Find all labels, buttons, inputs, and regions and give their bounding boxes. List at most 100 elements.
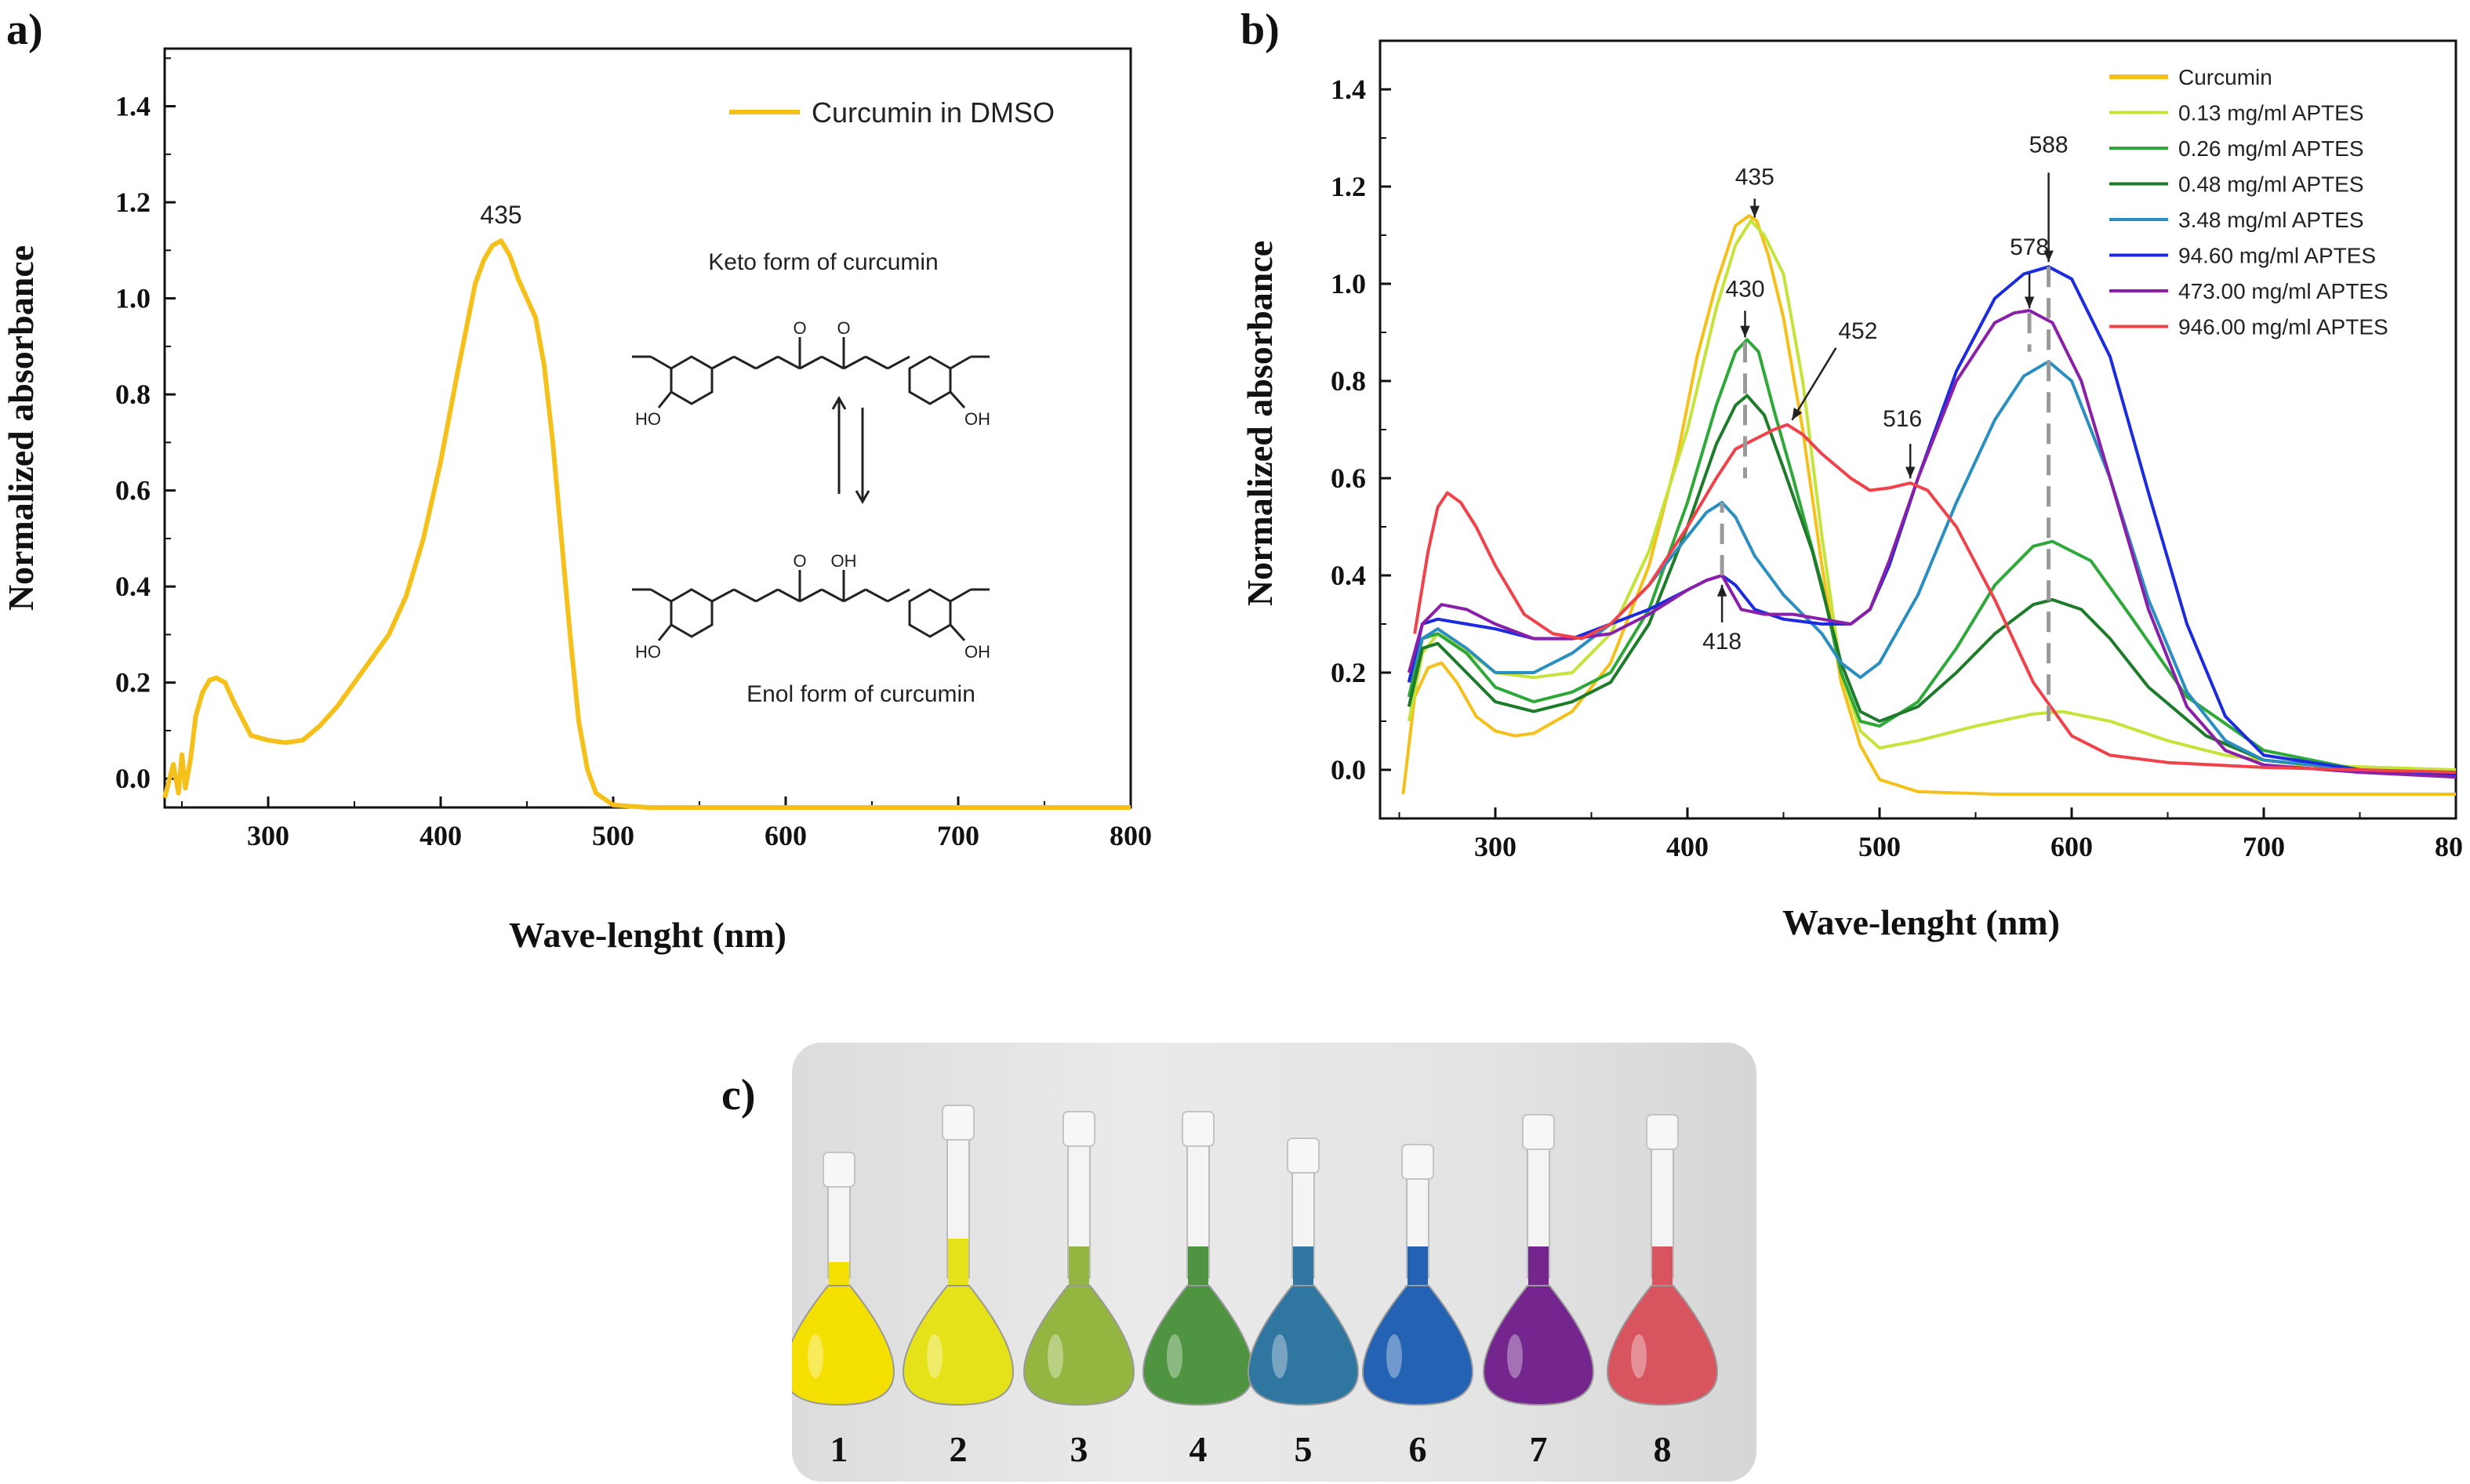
enol-oxo-label: O (793, 551, 806, 571)
flask-6 (1361, 1144, 1474, 1406)
flask-neck-liquid (1188, 1246, 1208, 1286)
y-tick-label: 1.2 (115, 187, 151, 218)
flask-bulb (1247, 1285, 1360, 1406)
chart-b-plot-frame (1378, 39, 2457, 820)
flask-stopper (1062, 1111, 1095, 1147)
keto-structure (632, 337, 990, 409)
y-tick-label: 1.4 (1331, 74, 1366, 105)
flask-photo: 1 2 3 4 5 6 7 8 (792, 1043, 1756, 1482)
flask-bulb (1361, 1285, 1474, 1406)
legend-label-6: 94.60 mg/ml APTES (2178, 244, 2376, 268)
flask-number-7: 7 (1529, 1429, 1548, 1469)
flask-stopper (1522, 1114, 1555, 1150)
annotation-arrow-head (1716, 585, 1727, 597)
x-tick-label: 800 (2435, 831, 2462, 862)
enol-oh-label-right: OH (964, 642, 990, 662)
flask-7 (1482, 1114, 1595, 1406)
chart-b-y-axis-title: Normalized absorbance (1240, 241, 1280, 606)
flask-4 (1142, 1111, 1255, 1406)
flask-neck-liquid (1408, 1246, 1428, 1286)
flask-number-1: 1 (830, 1429, 848, 1469)
x-tick-label: 300 (247, 820, 289, 851)
legend-label-1: Curcumin (2178, 65, 2272, 89)
flask-bulb (1606, 1285, 1719, 1406)
flask-neck-liquid (1293, 1246, 1313, 1286)
y-tick-label: 0.2 (1331, 657, 1366, 688)
flask-stopper (1287, 1137, 1320, 1174)
chart-b-x-axis-title: Wave-lenght (nm) (1782, 902, 2060, 942)
peak-annotation: 578 (2010, 234, 2049, 260)
flask-2 (902, 1105, 1015, 1406)
y-tick-label: 0.6 (1331, 463, 1366, 494)
y-tick-label: 1.0 (115, 283, 151, 314)
annotation-arrow-head (1792, 407, 1803, 420)
series-line-7 (1407, 309, 2457, 779)
peak-annotation: 588 (2029, 132, 2069, 158)
annotation-arrow-shaft (1791, 347, 1837, 421)
flask-neck-liquid (948, 1239, 968, 1286)
curcumin-structure-inset (632, 337, 990, 642)
flask-number-8: 8 (1653, 1429, 1672, 1469)
annotation-arrow-head (2024, 296, 2035, 309)
annotation-arrow-head (1740, 325, 1750, 338)
legend-label-7: 473.00 mg/ml APTES (2178, 279, 2388, 303)
keto-oxo-label-left: O (793, 318, 806, 338)
series-line-6 (1407, 265, 2457, 777)
annotation-arrow-head (2043, 250, 2054, 263)
legend-label-2: 0.13 mg/ml APTES (2178, 101, 2364, 125)
y-tick-label: 0.4 (1331, 560, 1366, 591)
panel-label-a: a) (6, 5, 43, 54)
enol-structure (632, 570, 990, 642)
panel-label-b: b) (1240, 5, 1280, 54)
keto-form-label: Keto form of curcumin (708, 249, 938, 275)
chart-b: 300 400 500 600 700 800 0.0 0.2 0.4 0.6 0.8 1.0 1.2… (1240, 39, 2462, 942)
x-tick-label: 500 (1858, 831, 1901, 862)
flask-stopper (1182, 1111, 1215, 1147)
flask-number-6: 6 (1408, 1429, 1427, 1469)
annotation-arrow-head (1749, 205, 1760, 218)
flask-8 (1606, 1114, 1719, 1406)
flask-neck-liquid (1069, 1246, 1089, 1286)
flask-number-4: 4 (1189, 1429, 1208, 1469)
chart-a-x-axis-title: Wave-lenght (nm) (509, 915, 786, 955)
y-tick-label: 1.4 (115, 91, 151, 122)
y-tick-label: 1.0 (1331, 268, 1366, 299)
y-tick-label: 0.0 (115, 763, 151, 794)
enol-oh-label: OH (831, 551, 857, 571)
y-tick-label: 0.6 (115, 475, 151, 506)
flask-number-3: 3 (1070, 1429, 1088, 1469)
keto-oxo-label-right: O (837, 318, 850, 338)
peak-annotation: 435 (480, 201, 521, 229)
keto-oh-label: OH (964, 409, 990, 429)
flask-stopper (1646, 1114, 1679, 1150)
legend-label-5: 3.48 mg/ml APTES (2178, 208, 2364, 232)
x-tick-label: 400 (1666, 831, 1709, 862)
keto-ho-label: HO (635, 409, 661, 429)
flask-bulb (902, 1285, 1015, 1406)
y-tick-label: 1.2 (1331, 171, 1366, 202)
x-tick-label: 700 (2243, 831, 2285, 862)
flask-bulb (1023, 1285, 1135, 1406)
y-tick-label: 0.8 (1331, 365, 1366, 397)
flask-3 (1023, 1111, 1135, 1406)
flask-1 (792, 1152, 895, 1406)
flask-bulb (1142, 1285, 1255, 1406)
y-tick-label: 0.4 (115, 571, 151, 602)
chart-a-y-axis-title: Normalized absorbance (1, 245, 41, 611)
series-line-1 (1401, 214, 2456, 796)
x-tick-label: 300 (1474, 831, 1517, 862)
legend-label-8: 946.00 mg/ml APTES (2178, 315, 2388, 339)
x-tick-label: 400 (420, 820, 462, 851)
y-tick-label: 0.8 (115, 379, 151, 410)
flask-5 (1247, 1137, 1360, 1406)
peak-annotation: 452 (1838, 318, 1877, 344)
flask-number-5: 5 (1294, 1429, 1313, 1469)
x-tick-label: 700 (937, 820, 979, 851)
y-tick-label: 0.0 (1331, 754, 1366, 786)
flask-stopper (1401, 1144, 1434, 1180)
flask-bulb (792, 1285, 895, 1406)
flask-bulb (1482, 1285, 1595, 1406)
legend-label-4: 0.48 mg/ml APTES (2178, 172, 2364, 197)
legend-label-3: 0.26 mg/ml APTES (2178, 136, 2364, 161)
x-tick-label: 800 (1110, 820, 1152, 851)
